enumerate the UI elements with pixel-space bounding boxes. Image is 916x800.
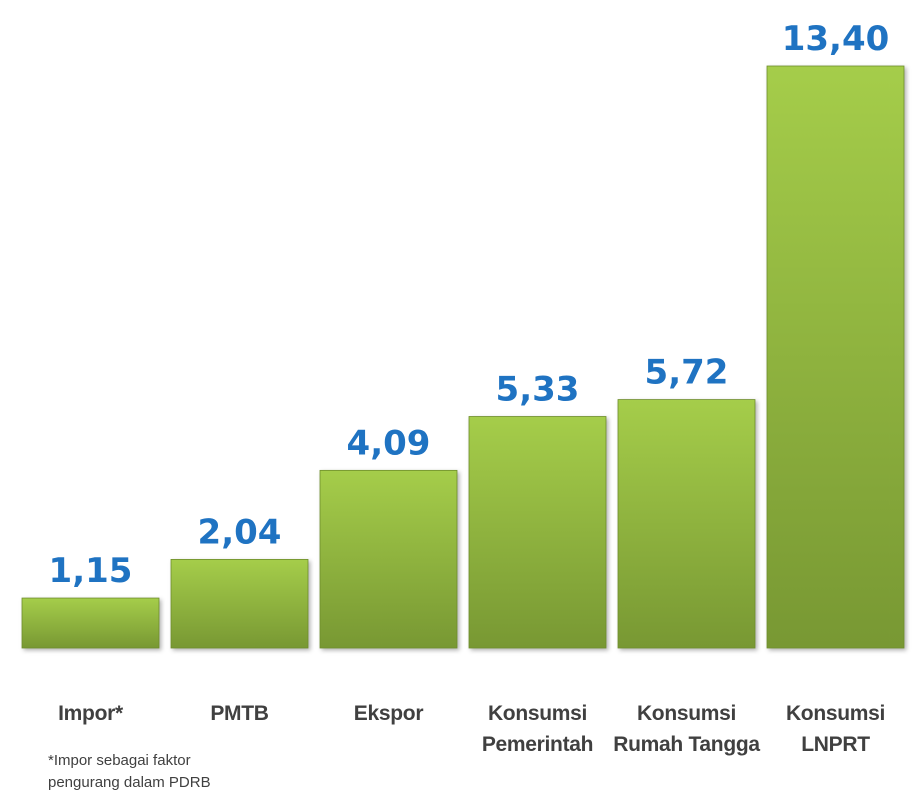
x-tick-label: Ekspor: [353, 702, 424, 725]
bar: [617, 399, 756, 649]
bar: [319, 469, 458, 649]
value-label: 1,15: [49, 551, 133, 591]
value-label: 5,72: [645, 353, 729, 393]
x-tick-label: Konsumsi LNPRT: [785, 702, 886, 756]
x-tick-label: Konsumsi Pemerintah: [481, 702, 594, 756]
bar: [21, 597, 160, 649]
x-tick-label: Konsumsi Rumah Tangga: [613, 702, 760, 756]
bar: [766, 65, 905, 649]
annotation: *Impor sebagai faktor pengurang dalam PD…: [48, 752, 211, 791]
value-label: 2,04: [198, 512, 282, 552]
bar: [468, 416, 607, 649]
x-tick-label: Impor*: [58, 702, 123, 725]
value-label: 5,33: [496, 370, 580, 410]
x-tick-label: PMTB: [210, 702, 269, 725]
value-label: 4,09: [347, 423, 431, 463]
bar: [170, 558, 309, 649]
value-label: 13,40: [782, 19, 890, 59]
